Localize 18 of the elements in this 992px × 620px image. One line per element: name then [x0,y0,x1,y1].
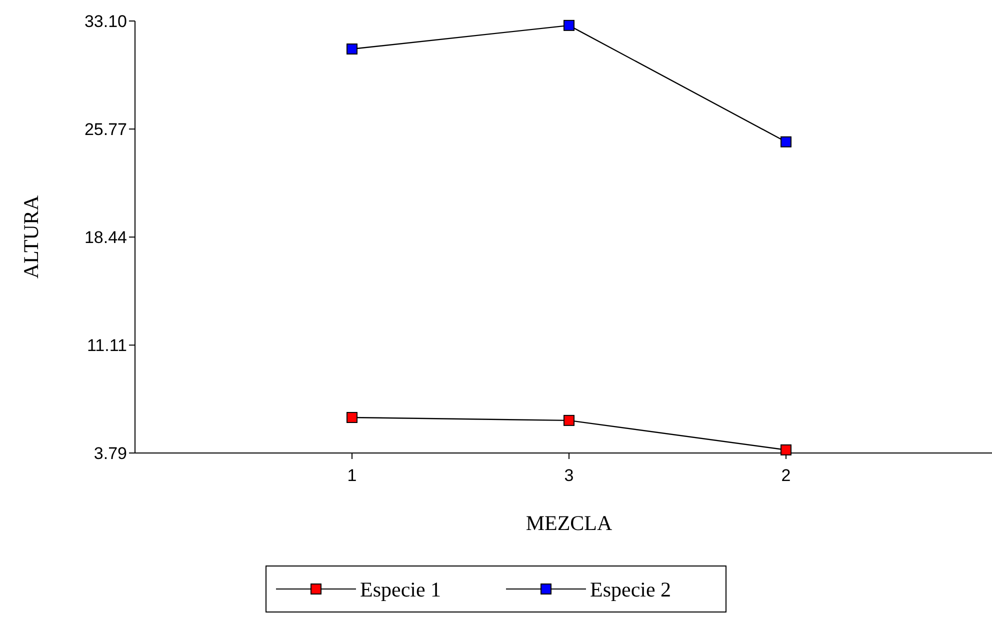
y-tick-label: 25.77 [84,120,127,139]
y-tick-label: 3.79 [94,444,127,463]
x-tick-label: 3 [564,466,574,485]
point [564,20,574,31]
point [564,414,574,426]
x-tick-label: 1 [347,466,357,485]
point [346,44,358,55]
y-tick-label: 33.10 [84,12,127,31]
point [780,444,792,456]
point [780,136,792,148]
y-tick-label: 18.44 [84,228,127,248]
y-tick-label: 11.11 [86,336,127,356]
legend-label: Especie 1 [360,577,442,602]
y-axis-title: ALTURA [19,194,43,279]
x-axis-title: MEZCLA [526,511,613,535]
legend-label: Especie 2 [590,577,672,602]
point [346,412,358,423]
x-tick-label: 2 [781,466,791,485]
